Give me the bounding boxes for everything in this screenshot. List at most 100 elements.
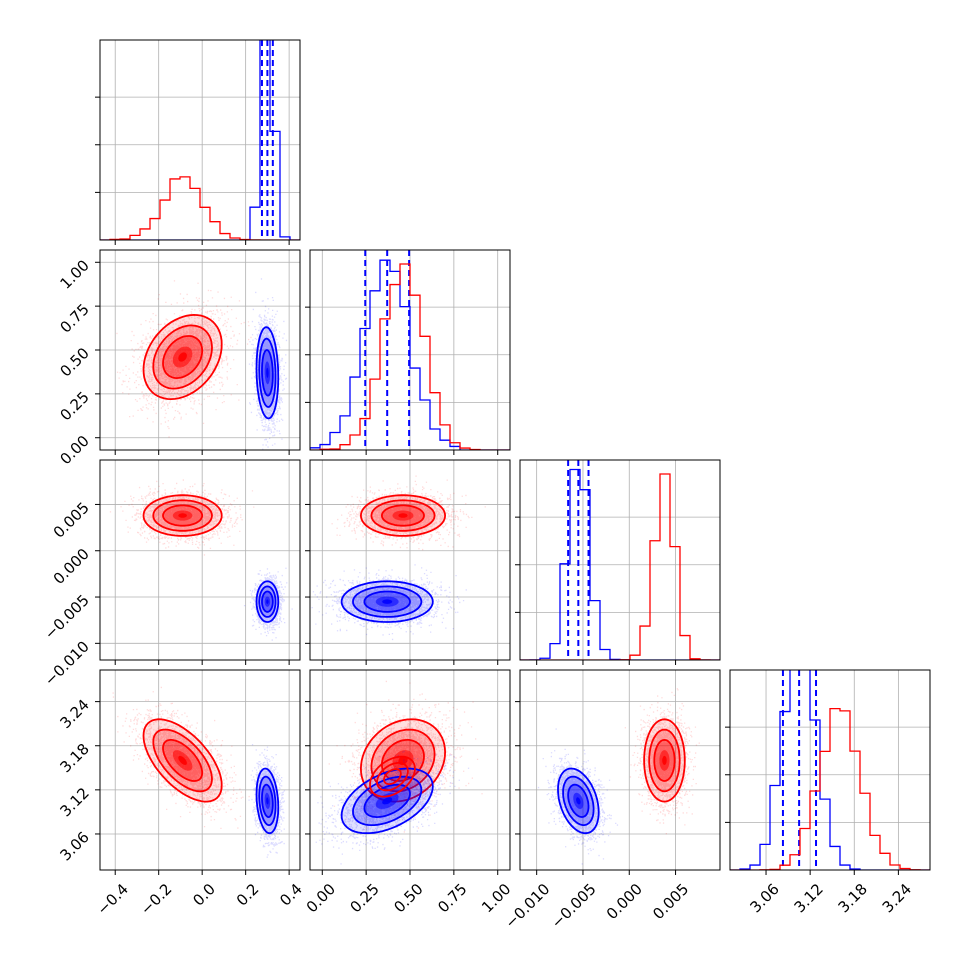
panel-body (100, 40, 300, 240)
y-tick-label: 3.12 (56, 784, 92, 820)
contour-line-1 (648, 728, 681, 793)
contour-line-0 (255, 580, 280, 623)
contour-line-1 (380, 504, 425, 527)
contour-line-0 (261, 783, 274, 819)
contour-line-0 (255, 767, 280, 835)
histogram-series-0 (520, 468, 720, 660)
density-level-1 (178, 755, 187, 765)
histogram-panel-3-3: 3.06 3.12 3.18 3.24 (725, 669, 931, 916)
histogram-series-1 (730, 707, 930, 870)
panel-frame (729, 669, 931, 871)
contour-line-1 (643, 718, 686, 803)
x-tick-label: 0.25 (347, 880, 383, 916)
histogram-panel-1-1 (305, 249, 511, 455)
contour-line-1 (653, 738, 676, 782)
x-tick-label: −0.4 (93, 880, 131, 918)
x-tick-label: 3.06 (746, 880, 782, 916)
scatter-panel-3-0: −0.4 −0.2 0.0 0.2 0.4 3.06 3.12 3.18 3.24 (56, 669, 306, 919)
contour-line-1 (162, 739, 204, 782)
contour-line-1 (142, 313, 223, 401)
panel-body (310, 250, 510, 450)
panel-frame (99, 39, 301, 241)
density-level-0 (266, 367, 269, 378)
panel-frame (519, 459, 721, 661)
density-level-0 (266, 599, 269, 604)
y-tick-label: 0.000 (50, 545, 93, 588)
contour-line-1 (359, 718, 447, 803)
contour-line-1 (370, 499, 436, 532)
panel-body (100, 250, 300, 450)
contour-line-0 (258, 337, 277, 408)
secondary-contour (369, 755, 416, 798)
panel-frame (519, 669, 721, 871)
secondary-contour (383, 768, 402, 785)
contour-line-0 (352, 775, 423, 826)
x-tick-label: 0.4 (276, 880, 306, 910)
density-level-1 (398, 513, 408, 518)
histogram-panel-0-0 (95, 39, 301, 245)
y-tick-label: 3.24 (56, 696, 92, 732)
panel-body (730, 670, 930, 870)
histogram-series-0 (730, 670, 930, 870)
y-tick-label: 1.00 (56, 256, 92, 292)
contour-line-1 (142, 494, 223, 537)
histogram-series-1 (100, 176, 300, 240)
contour-line-1 (142, 718, 223, 803)
contour-line-0 (340, 767, 434, 835)
x-tick-label: 0.0 (189, 880, 219, 910)
scatter-panel-2-1 (305, 459, 511, 665)
density-level-0 (576, 797, 581, 805)
contour-line-0 (352, 585, 423, 618)
panel-body (310, 670, 510, 870)
x-tick-label: 0.000 (603, 880, 646, 923)
contour-line-1 (162, 335, 204, 380)
contour-line-0 (567, 783, 590, 818)
density-level-1 (178, 513, 187, 518)
scatter-panel-3-2: −0.010−0.005 0.000 0.005 (501, 669, 721, 932)
y-tick-label: 0.005 (50, 499, 93, 542)
histogram-panel-2-2 (515, 459, 721, 665)
y-tick-label: −0.005 (41, 591, 93, 643)
y-tick-label: 3.18 (56, 740, 92, 776)
contour-line-0 (258, 775, 277, 827)
panel-body (100, 460, 300, 660)
x-tick-label: 0.2 (233, 880, 263, 910)
panel-body (100, 670, 300, 870)
contour-line-0 (363, 590, 411, 613)
panel-body (520, 460, 720, 660)
y-tick-label: −0.010 (41, 637, 93, 689)
contour-line-0 (562, 775, 595, 826)
histogram-series-0 (100, 40, 300, 240)
x-tick-label: 0.00 (303, 880, 339, 916)
scatter-panel-3-1: 0.00 0.25 0.50 0.75 1.00 (303, 669, 514, 916)
x-tick-label: 0.005 (649, 880, 692, 923)
panel-body (520, 670, 720, 870)
x-tick-label: 0.50 (390, 880, 426, 916)
contour-line-0 (363, 783, 411, 819)
contour-line-0 (557, 767, 600, 835)
y-tick-label: 0.25 (56, 388, 92, 424)
x-tick-label: −0.005 (548, 880, 600, 932)
secondary-contour (376, 762, 409, 792)
density-level-0 (266, 797, 269, 805)
contour-line-0 (261, 590, 274, 613)
density-level-1 (178, 352, 187, 362)
contour-line-0 (340, 580, 434, 623)
contour-line-1 (152, 324, 213, 390)
panel-frame (99, 459, 301, 661)
panel-frame (99, 669, 301, 871)
contour-line-1 (162, 504, 204, 527)
panel-body (310, 460, 510, 660)
density-level-1 (662, 755, 667, 765)
contour-line-1 (152, 728, 213, 793)
y-tick-label: 3.06 (56, 828, 92, 864)
density-level-0 (382, 797, 393, 805)
scatter-panel-1-0: 0.00 0.25 0.50 0.75 1.00 (56, 249, 301, 468)
x-tick-label: 0.75 (434, 880, 470, 916)
x-tick-label: 3.18 (835, 880, 871, 916)
y-tick-label: 0.50 (56, 344, 92, 380)
x-tick-label: 3.24 (879, 880, 915, 916)
contour-line-1 (152, 499, 213, 532)
